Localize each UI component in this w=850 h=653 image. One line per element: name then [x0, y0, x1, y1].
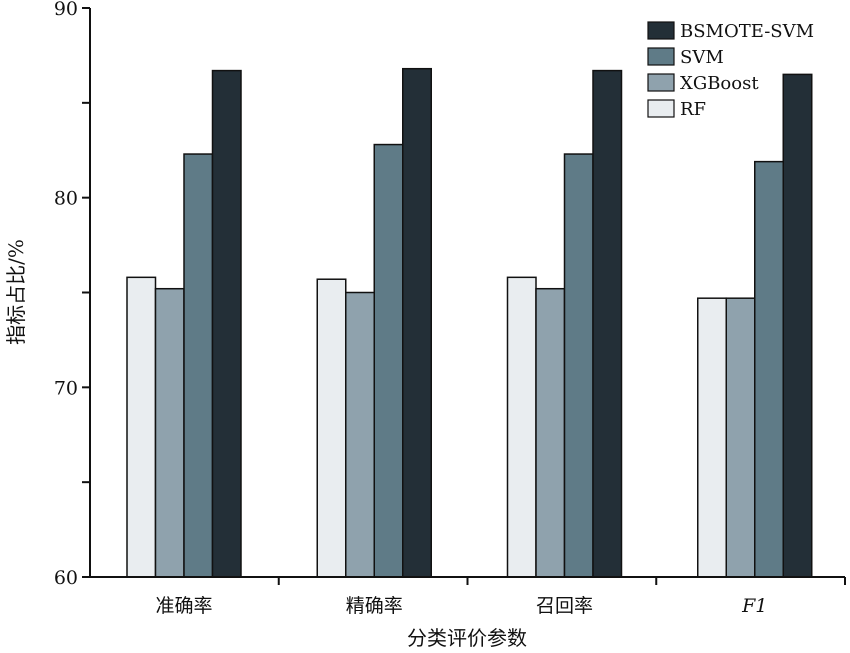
y-axis-title: 指标占比/% [4, 239, 28, 345]
bar-svm-2 [563, 153, 594, 578]
bar-rf-1 [316, 278, 347, 578]
bar-svm-1 [373, 143, 404, 578]
legend-label-rf: RF [680, 99, 706, 120]
bar-bsmote-svm-3 [782, 73, 813, 578]
legend-swatch-bsmote-svm [647, 21, 675, 40]
bar-svm-0 [183, 153, 214, 578]
bar-xgboost-1 [345, 291, 375, 578]
bar-rf-3 [697, 297, 727, 578]
bar-svm-3 [754, 160, 784, 578]
legend-label-bsmote-svm: BSMOTE-SVM [680, 21, 814, 42]
y-tick-label: 80 [54, 188, 78, 210]
x-axis-title: 分类评价参数 [407, 626, 527, 650]
bar-xgboost-3 [725, 297, 756, 578]
legend: BSMOTE-SVM SVM XGBoost RF [647, 21, 814, 120]
bars-group [126, 67, 813, 578]
x-tick-label: 准确率 [155, 595, 212, 617]
x-tick-label: 召回率 [536, 595, 593, 617]
legend-label-xgboost: XGBoost [680, 73, 759, 94]
y-tick-label: 60 [54, 567, 78, 589]
bar-xgboost-2 [535, 287, 566, 578]
legend-swatch-svm [647, 47, 675, 66]
x-tick-label: 精确率 [346, 595, 403, 617]
bar-rf-2 [506, 276, 537, 578]
y-tick-label: 90 [54, 0, 78, 20]
legend-swatch-xgboost [647, 73, 675, 92]
legend-label-svm: SVM [680, 47, 724, 68]
x-ticks-group: 准确率 精确率 召回率 F1 [155, 577, 846, 617]
bar-bsmote-svm-1 [402, 67, 432, 578]
bar-bsmote-svm-2 [592, 69, 623, 578]
y-tick-label: 70 [54, 377, 78, 399]
bar-bsmote-svm-0 [211, 69, 242, 578]
legend-swatch-rf [647, 99, 675, 118]
x-tick-label: F1 [741, 595, 767, 617]
bar-xgboost-0 [154, 287, 185, 578]
bar-rf-0 [126, 276, 157, 578]
y-ticks-group: 60 70 80 90 [54, 0, 90, 589]
